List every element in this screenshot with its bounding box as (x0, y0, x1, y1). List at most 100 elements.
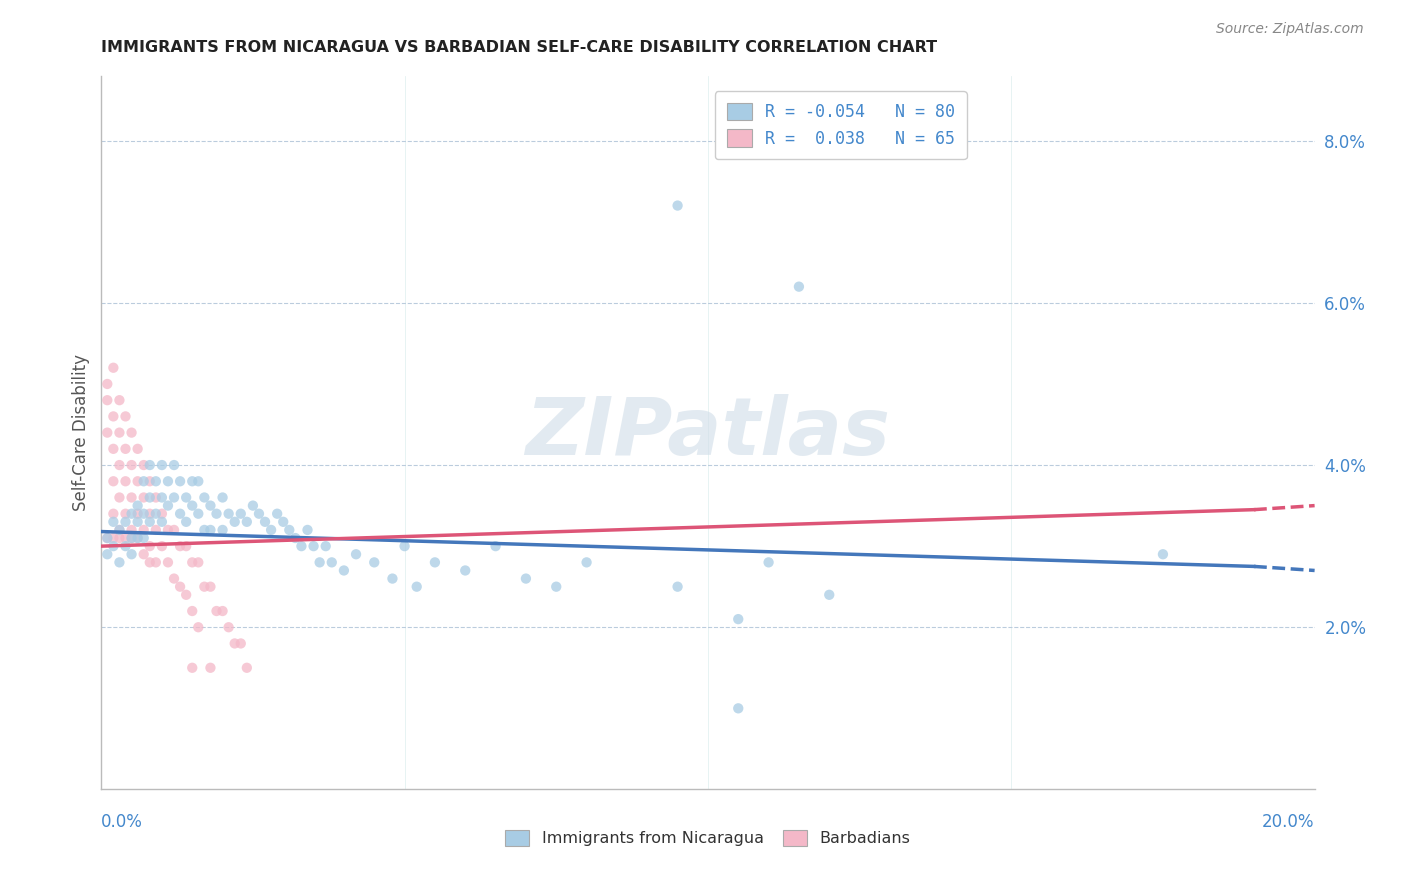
Point (163, 491, 186, 505)
Text: Source: ZipAtlas.com: Source: ZipAtlas.com (1216, 22, 1364, 37)
Point (169, 475, 191, 489)
Point (224, 636, 246, 650)
Point (139, 491, 162, 505)
Point (114, 507, 136, 521)
Point (121, 425, 143, 440)
Point (200, 499, 222, 513)
Point (236, 661, 259, 675)
Point (150, 539, 173, 553)
Point (139, 507, 162, 521)
Point (333, 564, 356, 578)
Point (394, 539, 416, 553)
Point (181, 661, 204, 675)
Point (211, 523, 233, 537)
Point (121, 531, 143, 545)
Point (1152, 547, 1174, 561)
Point (727, 612, 749, 626)
Point (127, 531, 149, 545)
Point (96, 425, 118, 440)
Point (193, 580, 215, 594)
Point (121, 547, 143, 561)
Point (484, 539, 506, 553)
Point (108, 523, 131, 537)
Point (114, 539, 136, 553)
Point (132, 458, 155, 472)
Point (181, 604, 204, 618)
Point (218, 620, 240, 634)
Point (145, 491, 167, 505)
Point (546, 580, 568, 594)
Point (260, 523, 283, 537)
Point (344, 547, 367, 561)
Point (127, 515, 149, 529)
Point (200, 523, 222, 537)
Point (218, 507, 240, 521)
Point (108, 425, 131, 440)
Point (666, 580, 689, 594)
Point (103, 409, 125, 424)
Point (242, 499, 264, 513)
Point (302, 539, 325, 553)
Point (150, 515, 173, 529)
Point (163, 523, 186, 537)
Point (96, 547, 118, 561)
Point (127, 475, 149, 489)
Point (156, 555, 179, 569)
Point (103, 475, 125, 489)
Point (515, 572, 537, 586)
Point (174, 539, 197, 553)
Point (156, 523, 179, 537)
Point (315, 539, 337, 553)
Point (423, 555, 446, 569)
Point (174, 588, 197, 602)
Point (108, 491, 131, 505)
Point (187, 555, 209, 569)
Point (321, 555, 343, 569)
Point (818, 588, 841, 602)
Point (211, 604, 233, 618)
Point (193, 523, 215, 537)
Point (139, 475, 162, 489)
Point (96, 393, 118, 408)
Point (139, 515, 162, 529)
Point (127, 507, 149, 521)
Point (236, 515, 259, 529)
Point (114, 531, 136, 545)
Point (163, 572, 186, 586)
Text: 0.0%: 0.0% (101, 813, 143, 830)
Point (278, 523, 301, 537)
Text: 20.0%: 20.0% (1263, 813, 1315, 830)
Point (405, 580, 427, 594)
Point (575, 555, 598, 569)
Point (114, 409, 136, 424)
Point (174, 491, 197, 505)
Point (150, 507, 173, 521)
Point (108, 458, 131, 472)
Point (145, 507, 167, 521)
Point (381, 572, 404, 586)
Point (103, 515, 125, 529)
Point (271, 515, 294, 529)
Point (156, 499, 179, 513)
Point (169, 507, 191, 521)
Point (290, 539, 312, 553)
Text: IMMIGRANTS FROM NICARAGUA VS BARBADIAN SELF-CARE DISABILITY CORRELATION CHART: IMMIGRANTS FROM NICARAGUA VS BARBADIAN S… (101, 40, 938, 55)
Point (150, 491, 173, 505)
Point (121, 523, 143, 537)
Point (181, 475, 204, 489)
Point (145, 475, 167, 489)
Point (114, 442, 136, 456)
Point (727, 701, 749, 715)
Point (758, 555, 780, 569)
Point (103, 531, 125, 545)
Point (96, 376, 118, 391)
Point (108, 393, 131, 408)
Point (187, 475, 209, 489)
Point (169, 539, 191, 553)
Point (114, 515, 136, 529)
Point (103, 442, 125, 456)
Point (145, 555, 167, 569)
Point (132, 547, 155, 561)
Point (254, 515, 277, 529)
Point (193, 491, 215, 505)
